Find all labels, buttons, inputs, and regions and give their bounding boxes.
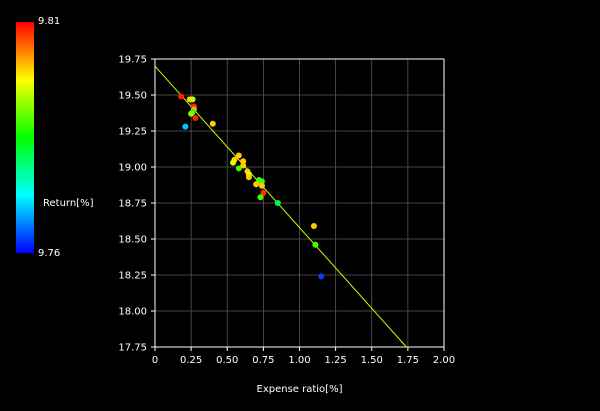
y-tick-label: 19.00 [118,163,147,174]
colorbar: 9.81 9.76 Return[%] [16,16,94,259]
x-tick-label: 1.25 [324,355,346,366]
data-point [188,110,195,117]
data-points [178,93,325,280]
x-tick-label: 2.00 [433,355,455,366]
x-tick-label: 1.50 [361,355,383,366]
data-point [260,189,267,196]
data-point [235,152,242,159]
x-tick-label: 0.75 [252,355,274,366]
y-tick-label: 19.50 [118,91,147,102]
x-tick-label: 0.25 [180,355,202,366]
colorbar-scale [16,22,34,253]
data-point [209,120,216,127]
y-tick-label: 19.75 [118,55,147,66]
x-axis: 0 0.25 0.50 0.75 1.00 1.25 1.50 1.75 2.00 [152,347,455,366]
colorbar-min-label: 9.76 [38,248,60,259]
y-tick-label: 18.50 [118,235,147,246]
plot-area: 0 0.25 0.50 0.75 1.00 1.25 1.50 1.75 2.00 17.751… [118,55,455,396]
y-tick-label: 18.25 [118,271,147,282]
y-axis: 17.75 18.00 18.25 18.50 18.75 19.00 19.25 19.50… [118,55,155,354]
data-point [274,200,281,206]
y-tick-label: 18.75 [118,199,147,210]
x-axis-label: Expense ratio[%] [257,384,343,395]
x-tick-label: 0.50 [216,355,238,366]
grid [155,59,444,347]
data-point [182,123,189,130]
data-point [245,174,252,181]
fit-line [154,65,407,348]
data-point [235,165,242,172]
data-point [258,182,265,189]
data-point [257,194,264,201]
colorbar-max-label: 9.81 [38,16,60,27]
fit-line-layer [154,65,407,348]
y-tick-label: 18.00 [118,307,147,318]
x-tick-label: 1.00 [288,355,310,366]
x-tick-label: 0 [152,355,158,366]
data-point [240,158,247,165]
data-point [192,115,199,122]
y-tick-label: 19.25 [118,127,147,138]
data-point [178,93,185,100]
data-point [318,273,325,280]
colorbar-title: Return[%] [43,198,94,209]
data-point [240,162,247,169]
data-point [189,96,196,103]
data-point [310,223,317,230]
data-point [312,241,319,248]
data-point [258,178,265,185]
data-point [230,159,237,166]
x-tick-label: 1.75 [397,355,419,366]
data-point [253,181,260,188]
y-tick-label: 17.75 [118,343,147,354]
